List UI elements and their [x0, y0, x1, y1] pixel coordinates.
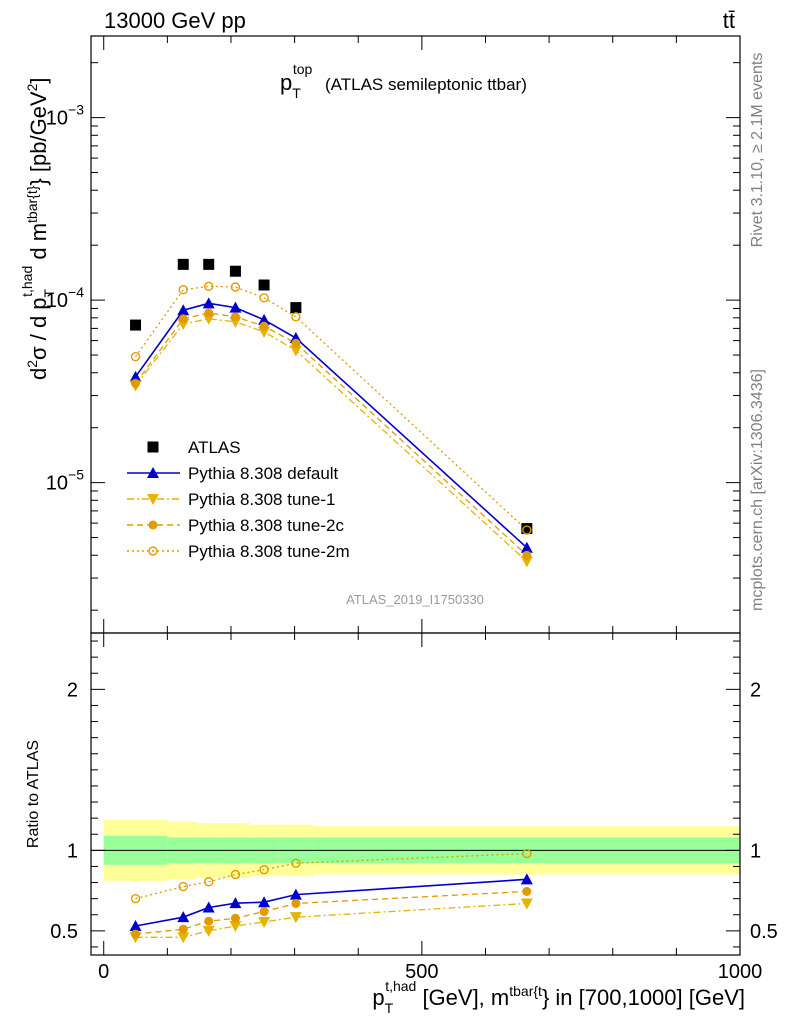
ratio-point-pythia-8-308-tune-2m — [130, 893, 141, 904]
ratio-point-pythia-8-308-default — [229, 897, 242, 909]
ratio-line-pythia-8-308-tune-1 — [135, 902, 527, 938]
ratio-point-pythia-8-308-tune-1 — [202, 925, 215, 937]
main-panel: 10−3 10−4 10−5 pTtop (ATLAS semileptonic t… — [19, 35, 741, 634]
main-point-pythia-8-308-tune-1 — [202, 313, 215, 325]
legend-marker-atlas — [147, 441, 159, 453]
main-point-pythia-8-308-tune-2m — [259, 293, 269, 303]
main-point-pythia-8-308-tune-2c — [291, 338, 301, 348]
main-point-pythia-8-308-tune-2c — [522, 550, 532, 560]
ratio-point-pythia-8-308-tune-2c — [178, 924, 188, 934]
main-point-pythia-8-308-tune-2m — [230, 282, 241, 292]
main-line-pythia-8-308-default — [134, 302, 528, 549]
header-left: 13000 GeV pp — [104, 8, 246, 33]
ratio-point-pythia-8-308-default — [258, 896, 271, 908]
main-ytick-label: 10−5 — [46, 467, 84, 495]
main-point-pythia-8-308-tune-2c — [204, 308, 214, 318]
main-ytick-label: 10−4 — [46, 284, 84, 312]
legend-label-pythia-8-308-tune-2c: Pythia 8.308 tune-2c — [188, 516, 344, 535]
ratio-ytick-label-right: 0.5 — [750, 921, 778, 943]
ratio-panel: 0.5 0.5 1 1 2 2 0 500 1000 Ratio to ATLAS pTt,ha… — [25, 632, 778, 1016]
main-point-pythia-8-308-tune-1 — [520, 556, 533, 568]
main-point-pythia-8-308-tune-2c — [259, 321, 269, 331]
ratio-frame — [90, 632, 741, 956]
ratio-point-pythia-8-308-tune-1 — [289, 912, 302, 924]
ratio-point-pythia-8-308-default — [520, 873, 533, 885]
main-point-pythia-8-308-tune-2c — [178, 314, 188, 324]
main-point-pythia-8-308-tune-2m — [130, 351, 141, 362]
main-title: pTtop (ATLAS semileptonic ttbar) — [280, 61, 527, 101]
ratio-ytick-label: 1 — [67, 840, 78, 862]
ratio-point-pythia-8-308-tune-2m — [291, 858, 301, 868]
xtick-label: 500 — [405, 961, 438, 983]
ratio-ytick-label: 2 — [67, 679, 78, 701]
ratio-point-pythia-8-308-tune-1 — [177, 932, 190, 944]
xlabel: pTt,had [GeV], mtbar{t} in [700,1000] [G… — [372, 978, 745, 1016]
legend-label-pythia-8-308-default: Pythia 8.308 default — [188, 464, 339, 483]
ratio-point-pythia-8-308-tune-1 — [229, 921, 242, 933]
main-point-pythia-8-308-tune-2c — [131, 378, 141, 388]
header-right: tt̄ — [723, 8, 735, 33]
ratio-ytick-label-right: 2 — [750, 679, 761, 701]
main-point-atlas — [177, 258, 189, 270]
legend-label-atlas: ATLAS — [188, 438, 241, 457]
ratio-ytick-label-right: 1 — [750, 840, 761, 862]
main-point-pythia-8-308-tune-2m — [204, 281, 214, 292]
main-point-atlas — [290, 302, 302, 314]
main-point-pythia-8-308-default — [129, 370, 142, 382]
legend-marker-pythia-8-308-tune-1 — [147, 494, 159, 505]
ratio-ytick-label: 0.5 — [50, 921, 78, 943]
side-label-top: Rivet 3.1.10, ≥ 2.1M events — [749, 53, 766, 248]
main-point-pythia-8-308-tune-2m — [522, 525, 532, 535]
side-label-bottom: mcplots.cern.ch [arXiv:1306.3436] — [749, 369, 766, 611]
legend-marker-pythia-8-308-tune-2c — [148, 520, 158, 530]
ratio-point-pythia-8-308-default — [129, 920, 142, 932]
ratio-point-pythia-8-308-tune-2c — [230, 913, 240, 923]
ratio-point-pythia-8-308-tune-2m — [230, 869, 241, 880]
legend: ATLAS Pythia 8.308 default Pythia 8.308 tu… — [127, 438, 350, 561]
ratio-point-pythia-8-308-tune-2c — [522, 886, 532, 896]
main-point-pythia-8-308-tune-2m — [291, 312, 301, 322]
analysis-watermark: ATLAS_2019_I1750330 — [346, 592, 484, 607]
ratio-point-pythia-8-308-default — [202, 901, 215, 913]
main-point-atlas — [130, 319, 142, 331]
main-point-pythia-8-308-tune-2m — [178, 285, 188, 295]
ratio-point-pythia-8-308-default — [289, 888, 302, 900]
ratio-point-pythia-8-308-tune-2m — [522, 848, 532, 859]
ratio-point-pythia-8-308-tune-1 — [520, 898, 533, 910]
legend-label-pythia-8-308-tune-2m: Pythia 8.308 tune-2m — [188, 542, 350, 561]
main-ylabel: d2σ / d pTt,had d mtbar{t}} [pb/GeV2] — [19, 77, 57, 380]
ratio-point-pythia-8-308-tune-2m — [259, 864, 269, 875]
legend-marker-pythia-8-308-tune-2m — [148, 546, 158, 556]
main-point-pythia-8-308-tune-1 — [289, 345, 302, 357]
ratio-point-pythia-8-308-tune-2c — [259, 907, 269, 917]
main-point-atlas — [229, 265, 241, 277]
xtick-label: 1000 — [718, 961, 763, 983]
ratio-point-pythia-8-308-default — [177, 911, 190, 923]
main-point-pythia-8-308-default — [520, 541, 533, 553]
legend-label-pythia-8-308-tune-1: Pythia 8.308 tune-1 — [188, 490, 335, 509]
ratio-line-pythia-8-308-default — [135, 878, 527, 927]
main-point-pythia-8-308-default — [258, 313, 271, 325]
main-point-pythia-8-308-tune-1 — [258, 326, 271, 338]
ratio-ylabel: Ratio to ATLAS — [25, 740, 42, 848]
ratio-point-pythia-8-308-tune-2c — [291, 898, 301, 908]
ratio-point-pythia-8-308-tune-2m — [204, 877, 214, 887]
main-ytick-label: 10−3 — [46, 102, 84, 130]
main-point-pythia-8-308-tune-2c — [230, 312, 240, 322]
main-point-pythia-8-308-default — [202, 297, 215, 309]
ratio-point-pythia-8-308-tune-2c — [204, 916, 214, 926]
main-point-pythia-8-308-default — [177, 304, 190, 316]
ratio-point-pythia-8-308-tune-1 — [258, 916, 271, 928]
xtick-label: 0 — [98, 961, 109, 983]
ratio-point-pythia-8-308-tune-2m — [178, 881, 188, 892]
legend-marker-pythia-8-308-default — [147, 467, 159, 478]
main-point-atlas — [521, 523, 533, 535]
main-point-atlas — [203, 258, 215, 270]
main-point-pythia-8-308-default — [229, 301, 242, 313]
main-point-atlas — [258, 279, 270, 291]
ratio-point-pythia-8-308-tune-2c — [131, 929, 141, 939]
